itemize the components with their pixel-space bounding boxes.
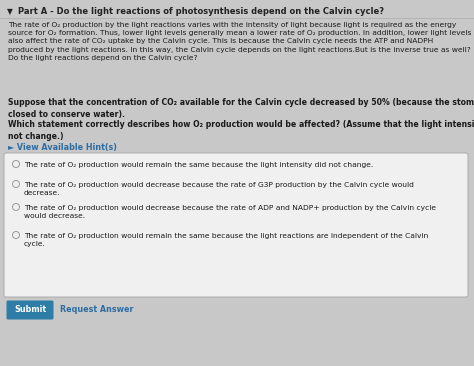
Text: ► View Available Hint(s): ► View Available Hint(s) [8,143,117,152]
Text: The rate of O₂ production would decrease because the rate of G3P production by t: The rate of O₂ production would decrease… [24,182,414,196]
Text: ▼: ▼ [7,7,13,16]
Text: Submit: Submit [14,306,46,314]
Text: Suppose that the concentration of CO₂ available for the Calvin cycle decreased b: Suppose that the concentration of CO₂ av… [8,98,474,119]
Text: The rate of O₂ production would decrease because the rate of ADP and NADP+ produ: The rate of O₂ production would decrease… [24,205,436,219]
Text: Part A - Do the light reactions of photosynthesis depend on the Calvin cycle?: Part A - Do the light reactions of photo… [18,7,384,16]
Text: The rate of O₂ production by the light reactions varies with the intensity of li: The rate of O₂ production by the light r… [8,22,471,61]
Text: Which statement correctly describes how O₂ production would be affected? (Assume: Which statement correctly describes how … [8,120,474,141]
FancyBboxPatch shape [7,300,54,320]
Text: Request Answer: Request Answer [60,306,134,314]
Text: The rate of O₂ production would remain the same because the light reactions are : The rate of O₂ production would remain t… [24,233,428,247]
FancyBboxPatch shape [4,153,468,297]
Text: The rate of O₂ production would remain the same because the light intensity did : The rate of O₂ production would remain t… [24,162,373,168]
